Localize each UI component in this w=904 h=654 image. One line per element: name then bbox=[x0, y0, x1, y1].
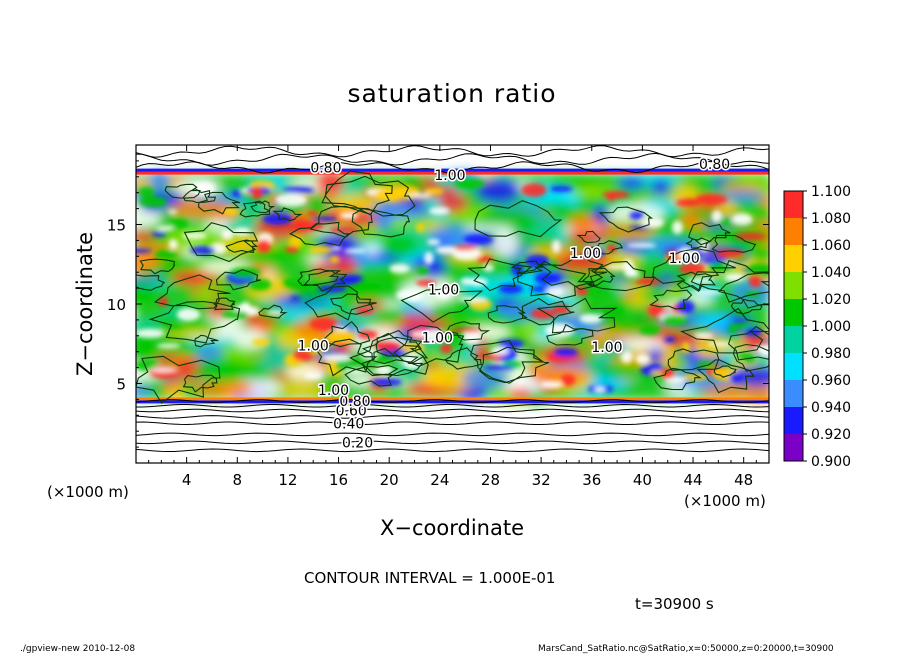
colorbar-swatch bbox=[784, 191, 803, 218]
footer-right: MarsCand_SatRatio.nc@SatRatio,x=0:50000,… bbox=[538, 644, 834, 654]
colorbar-label: 1.080 bbox=[811, 211, 851, 227]
contour-label: 1.00 bbox=[422, 330, 453, 346]
contour-label: 1.00 bbox=[298, 338, 329, 354]
y-axis: 5 10 15 bbox=[107, 160, 769, 448]
y-tick-label: 5 bbox=[116, 376, 126, 394]
x-tick-label: 24 bbox=[430, 471, 449, 489]
colorbar-label: 0.920 bbox=[811, 427, 851, 443]
x-tick-label: 48 bbox=[734, 471, 753, 489]
x-tick-label: 32 bbox=[532, 471, 551, 489]
contour-interval-text: CONTOUR INTERVAL = 1.000E-01 bbox=[304, 569, 555, 587]
x-tick-label: 40 bbox=[633, 471, 652, 489]
colorbar-swatch bbox=[784, 299, 803, 326]
colorbar-swatch bbox=[784, 245, 803, 272]
contour-label: 1.00 bbox=[570, 246, 601, 262]
colorbar-label: 0.900 bbox=[811, 454, 851, 470]
time-label: t=30900 s bbox=[635, 595, 714, 613]
contour-label: 0.40 bbox=[333, 416, 364, 432]
contour-label: 1.00 bbox=[318, 383, 349, 399]
contour-label: 1.00 bbox=[669, 251, 700, 267]
contour-label: 1.00 bbox=[434, 168, 465, 184]
colorbar-swatch bbox=[784, 272, 803, 299]
contour-label: 0.80 bbox=[310, 160, 341, 176]
x-tick-label: 8 bbox=[233, 471, 243, 489]
y-tick-label: 10 bbox=[107, 296, 126, 314]
colorbar-label: 0.980 bbox=[811, 346, 851, 362]
x-tick-label: 4 bbox=[182, 471, 192, 489]
colorbar-label: 0.960 bbox=[811, 373, 851, 389]
contour-label: 0.80 bbox=[699, 157, 730, 173]
footer-left: ./gpview-new 2010-12-08 bbox=[20, 644, 135, 654]
heatmap-plot: 0.200.400.600.801.001.00 1.001.001.001.00… bbox=[136, 145, 769, 463]
x-tick-label: 44 bbox=[683, 471, 702, 489]
colorbar-label: 1.100 bbox=[811, 184, 851, 200]
colorbar-label: 1.060 bbox=[811, 238, 851, 254]
colorbar-label: 1.020 bbox=[811, 292, 851, 308]
y-tick-label: 15 bbox=[107, 217, 126, 235]
x-tick-label: 12 bbox=[278, 471, 297, 489]
y-axis-label: Z−coordinate bbox=[73, 232, 97, 376]
contour-label: 1.00 bbox=[591, 340, 622, 356]
contour-label: 0.80 bbox=[339, 394, 370, 410]
x-tick-label: 28 bbox=[481, 471, 500, 489]
colorbar-swatch bbox=[784, 218, 803, 245]
x-axis-label: X−coordinate bbox=[380, 516, 524, 540]
chart-title: saturation ratio bbox=[347, 79, 556, 108]
x-tick-label: 16 bbox=[329, 471, 348, 489]
colorbar-swatch bbox=[784, 353, 803, 380]
contour-label: 0.60 bbox=[336, 404, 367, 420]
contour-label: 0.20 bbox=[342, 435, 373, 451]
colorbar-swatch bbox=[784, 407, 803, 434]
contour-label: 1.00 bbox=[428, 283, 459, 299]
x-tick-label: 20 bbox=[380, 471, 399, 489]
x-axis: 4 8 12 16 20 24 28 32 36 40 44 48 bbox=[148, 145, 757, 489]
colorbar-swatch bbox=[784, 326, 803, 353]
colorbar-swatch bbox=[784, 434, 803, 461]
x-unit-left: (×1000 m) bbox=[47, 483, 129, 501]
colorbar-label: 1.000 bbox=[811, 319, 851, 335]
colorbar-swatch bbox=[784, 380, 803, 407]
x-unit-right: (×1000 m) bbox=[684, 492, 766, 510]
x-tick-label: 36 bbox=[582, 471, 601, 489]
colorbar: 0.900 0.920 0.940 0.960 0.980 1.000 1.020 1.040… bbox=[783, 184, 851, 470]
colorbar-label: 1.040 bbox=[811, 265, 851, 281]
colorbar-label: 0.940 bbox=[811, 400, 851, 416]
